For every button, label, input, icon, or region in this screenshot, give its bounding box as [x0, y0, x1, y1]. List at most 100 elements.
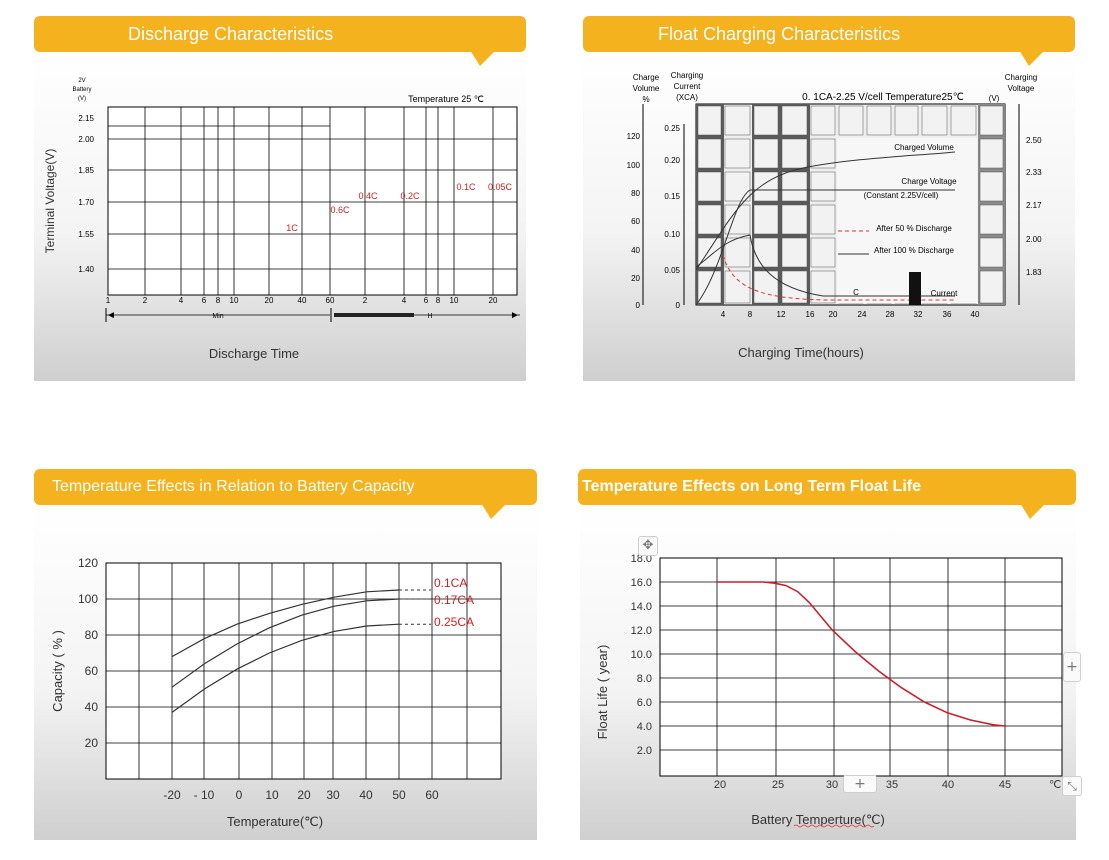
float-charging-title: Float Charging Characteristics [658, 24, 901, 44]
x-tick-label: 28 [886, 310, 895, 319]
series-label: 0.25CA [434, 615, 474, 629]
series-label: Charged Volume [894, 143, 954, 152]
y-tick-label: 2.00 [1026, 235, 1042, 244]
series-label: Current [931, 289, 958, 298]
x-tick-label: 1 [106, 296, 111, 305]
x-tick-label: 60 [326, 296, 335, 305]
grid-cell [724, 138, 751, 169]
y-tick-label: 18.0 [631, 553, 652, 565]
y-axis-label: Float Life ( year) [595, 645, 610, 740]
resize-handle[interactable]: ⤡ [1062, 776, 1082, 796]
x-tick-label: 10 [230, 296, 239, 305]
x-tick-label: 30 [326, 788, 340, 802]
x-tick-label: 35 [886, 779, 898, 791]
x-tick-label: 50 [392, 788, 406, 802]
grid-cell [781, 270, 808, 304]
grid-cell [894, 105, 919, 136]
grid-cell [979, 171, 1004, 202]
add-row-button[interactable]: + [843, 775, 877, 793]
grid-cell [979, 138, 1004, 169]
x-tick-label: 20 [829, 310, 838, 319]
y-axis-label: Volume [633, 84, 660, 93]
x-tick-label: 40 [942, 779, 954, 791]
grid-cell [724, 171, 751, 202]
plot-area [107, 106, 518, 296]
x-tick-label: 10 [265, 788, 279, 802]
x-tick-label: 20 [297, 788, 311, 802]
series-line [695, 189, 955, 306]
y-tick-label: 1.55 [78, 230, 94, 239]
grid-cell [979, 270, 1004, 304]
discharge-header: Discharge Characteristics [34, 16, 526, 66]
plus-icon: + [854, 776, 866, 792]
y-tick-label: 16.0 [631, 577, 652, 589]
series-label: 0.05C [488, 182, 513, 192]
grid-cell [697, 105, 722, 136]
header-tail [470, 50, 496, 66]
x-tick-label: 6 [202, 296, 207, 305]
x-tick-label: 8 [748, 310, 753, 319]
grid-cell [810, 204, 836, 235]
discharge-chart: 2.152.001.851.701.551.401 2 4 6 8 10 20 40 60 2 4 6… [43, 78, 520, 361]
y-tick-label: 40 [631, 246, 640, 255]
spellcheck-underline [793, 824, 875, 828]
y-tick-label: 1.83 [1026, 268, 1042, 277]
grid-cell [724, 270, 751, 304]
x-tick-label: 4 [179, 296, 184, 305]
y-axis-label: (V) [989, 94, 1000, 103]
y-tick-label: 120 [627, 132, 641, 141]
y-tick-label: 6.0 [637, 697, 652, 709]
chart-annotation: 0. 1CA-2.25 V/cell Temperature25℃ [802, 92, 964, 103]
x-axis-label: Battery Temperture(℃) [751, 812, 885, 827]
series-line [717, 581, 1006, 727]
grid-cell [810, 105, 836, 136]
series-label: 0.4C [358, 191, 378, 201]
y-tick-label: 80 [85, 628, 99, 642]
x-tick-label: 30 [826, 779, 838, 791]
y-tick-label: 2.00 [78, 135, 94, 144]
series-label: 1C [286, 223, 298, 233]
add-column-button[interactable]: + [1063, 652, 1081, 682]
y-tick-label: 1.40 [78, 265, 94, 274]
x-tick-label: 32 [914, 310, 923, 319]
y-tick-label: 0.25 [664, 124, 680, 133]
y-axis-label: Current [674, 82, 701, 91]
grid-cell [697, 237, 722, 268]
y-tick-label: 0 [636, 301, 641, 310]
y-tick-label: 100 [78, 592, 98, 606]
y-tick-label: 1.85 [78, 166, 94, 175]
grid-cell [753, 105, 779, 136]
series-line [695, 151, 956, 271]
series-label: 0.6C [330, 205, 350, 215]
y-tick-label: 80 [631, 189, 640, 198]
y-axis-label: Charging [1005, 73, 1037, 82]
series-label: Charge Voltage [901, 177, 957, 186]
grid-cell [810, 270, 836, 304]
move-handle[interactable]: ✥ [638, 536, 658, 556]
series-line [171, 623, 400, 713]
grid-cell [753, 204, 779, 235]
x-tick-label: 16 [806, 310, 815, 319]
temp-capacity-chart: 120 100 80 60 40 20 -20 - 10 0 10 20 30 40 50 60 Capaci… [50, 556, 502, 829]
y-axis-label: Voltage [1008, 84, 1035, 93]
x-tick-label: 0 [236, 788, 243, 802]
x-tick-label: 4 [402, 296, 407, 305]
x-axis-label: Discharge Time [209, 346, 299, 361]
y-tick-label: 2.50 [1026, 136, 1042, 145]
current-bar [909, 272, 921, 305]
grid-cell [781, 105, 808, 136]
discharge-title: Discharge Characteristics [128, 24, 334, 44]
x-unit-min: Min [212, 313, 223, 320]
x-tick-label: 24 [858, 310, 867, 319]
y-axis-label: Charge [633, 73, 660, 82]
header-tail [1019, 50, 1045, 66]
y-axis-label: Charging [671, 71, 703, 80]
x-tick-label: 40 [298, 296, 307, 305]
x-tick-label: 6 [424, 296, 429, 305]
y-axis-label: % [642, 95, 649, 104]
series-label: 0.17CA [434, 593, 474, 607]
y-axis-label: (XCA) [676, 93, 698, 102]
y-tick-label: 0.20 [664, 156, 680, 165]
header-tail [481, 503, 507, 519]
series-label: After 50 % Discharge [876, 224, 952, 233]
